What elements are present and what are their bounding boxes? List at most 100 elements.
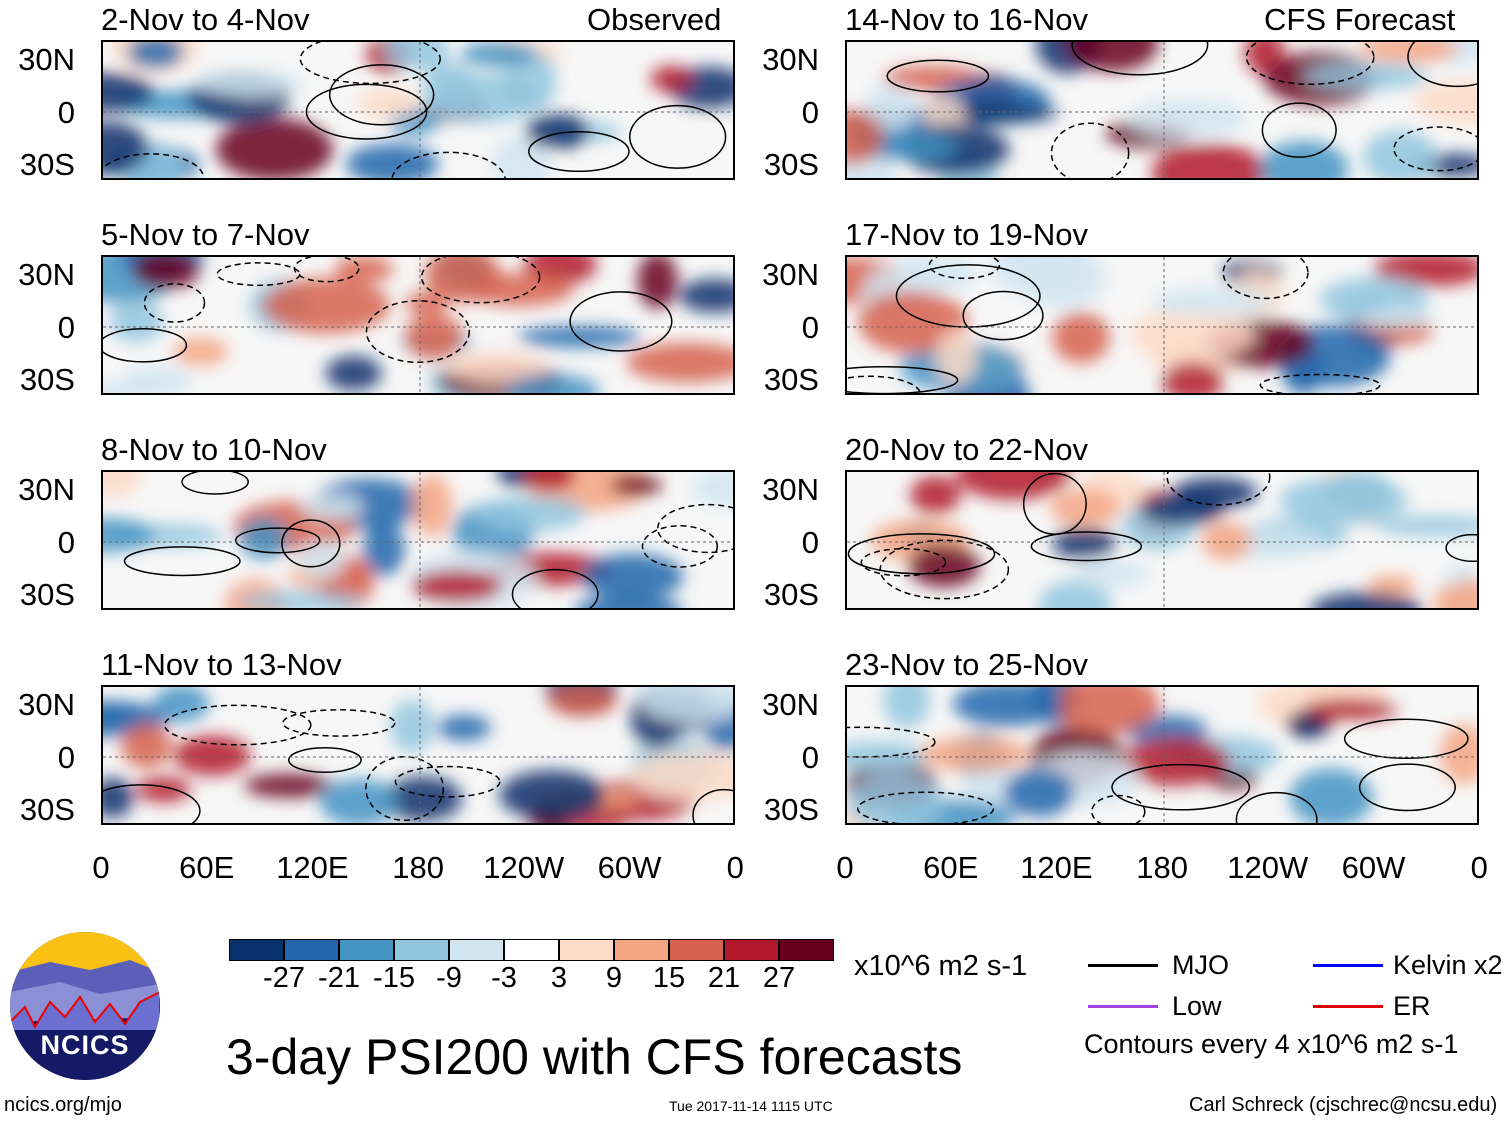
anomaly-shading: [1127, 98, 1248, 140]
lon-label: 0: [726, 850, 744, 885]
mjo-contour: [528, 131, 630, 173]
mjo-contour: [365, 300, 471, 364]
mjo-contour: [1343, 718, 1469, 759]
anomaly-shading: [491, 135, 552, 178]
anomaly-shading: [103, 777, 134, 819]
anomaly-shading: [103, 72, 154, 113]
colorbar-swatch: [669, 939, 724, 961]
anomaly-shading: [548, 687, 617, 717]
anomaly-shading: [103, 472, 143, 498]
mjo-contour: [1261, 102, 1337, 158]
colorbar-label: 21: [707, 962, 741, 994]
anomaly-shading: [1432, 580, 1477, 608]
anomaly-shading: [1052, 527, 1117, 560]
mjo-contour: [569, 291, 673, 352]
anomaly-shading: [443, 351, 548, 384]
colorbar-label: 27: [762, 962, 796, 994]
anomaly-shading: [1374, 515, 1477, 536]
mjo-contour: [641, 524, 719, 568]
anomaly-shading: [383, 42, 449, 71]
lat-label: 30S: [763, 792, 819, 827]
footer-author: Carl Schreck (cjschrec@ncsu.edu): [1189, 1094, 1498, 1116]
mjo-contour: [847, 375, 922, 393]
mjo-contour: [628, 104, 727, 169]
lat-label: 30S: [19, 577, 75, 612]
legend-line-low: [1088, 1005, 1158, 1008]
mjo-contour: [281, 519, 341, 568]
anomaly-shading: [1303, 698, 1398, 721]
mjo-contour: [287, 747, 362, 773]
mjo-contour: [1235, 791, 1318, 823]
anomaly-shading: [690, 472, 733, 508]
lat-label: 0: [57, 740, 75, 775]
anomaly-shading: [103, 518, 156, 553]
anomaly-shading: [1260, 140, 1349, 178]
lat-label: 30S: [763, 362, 819, 397]
mjo-contour: [328, 64, 435, 126]
legend-label-kelvin: Kelvin x2: [1393, 950, 1503, 980]
mjo-contour: [299, 42, 441, 85]
anomaly-shading: [244, 773, 333, 798]
lon-label: 180: [392, 850, 444, 885]
anomaly-shading: [952, 687, 1063, 727]
anomaly-shading: [297, 540, 346, 581]
lon-label: 0: [1470, 850, 1488, 885]
anomaly-shading: [122, 365, 194, 393]
anomaly-shading: [523, 472, 576, 492]
anomaly-shading: [1368, 574, 1417, 596]
anomaly-shading: [136, 776, 191, 803]
anomaly-shading: [518, 326, 641, 348]
colorbar-swatch: [724, 939, 779, 961]
anomaly-shading: [300, 493, 363, 521]
ncics-logo: NCICS: [10, 932, 160, 1080]
colorbar-label: -21: [318, 962, 360, 994]
anomaly-shading: [1151, 143, 1268, 178]
anomaly-shading: [1054, 687, 1160, 734]
lat-label: 0: [57, 310, 75, 345]
mjo-contour: [1030, 531, 1143, 562]
lat-label: 30N: [18, 472, 75, 507]
map-panel: [845, 470, 1479, 610]
lon-label: 120E: [1020, 850, 1093, 885]
lat-label: 30S: [19, 792, 75, 827]
colorbar-label: -15: [373, 962, 415, 994]
anomaly-shading: [262, 277, 391, 334]
map-panel: [845, 40, 1479, 180]
anomaly-shading: [405, 291, 448, 315]
anomaly-shading: [173, 735, 251, 776]
anomaly-shading: [1140, 493, 1225, 526]
panel-title: 11-Nov to 13-Nov: [101, 647, 342, 682]
mjo-contour: [962, 290, 1044, 341]
colorbar-label: -3: [491, 962, 517, 994]
map-panel: [845, 255, 1479, 395]
mjo-contour: [1166, 472, 1271, 506]
anomaly-shading: [325, 355, 382, 391]
colorbar-label: -27: [263, 962, 305, 994]
mjo-contour: [391, 151, 506, 178]
anomaly-shading: [193, 70, 305, 97]
lon-label: 0: [836, 850, 854, 885]
mjo-contour: [879, 539, 1010, 600]
colorbar-label: 9: [605, 962, 623, 994]
mjo-contour: [420, 257, 541, 304]
anomaly-shading: [127, 42, 184, 69]
anomaly-shading: [847, 109, 884, 165]
mjo-contour: [103, 784, 201, 823]
lat-label: 30N: [18, 257, 75, 292]
mjo-contour: [1022, 472, 1087, 535]
mjo-contour: [1111, 763, 1251, 811]
anomaly-shading: [474, 495, 587, 531]
colorbar-units: x10^6 m2 s-1: [854, 950, 1028, 982]
anomaly-shading: [363, 521, 405, 577]
mjo-contour: [103, 327, 188, 363]
legend-line-kelvin: [1313, 964, 1383, 967]
mjo-contour: [1245, 42, 1375, 86]
forecast-label: CFS Forecast: [1264, 2, 1456, 37]
footer-url[interactable]: ncics.org/mjo: [4, 1094, 122, 1116]
anomaly-shading: [636, 687, 733, 724]
lat-label: 30N: [762, 42, 819, 77]
anomaly-shading: [1373, 257, 1477, 287]
anomaly-shading: [883, 687, 930, 729]
mjo-contour: [1259, 373, 1381, 393]
colorbar-swatch: [559, 939, 614, 961]
